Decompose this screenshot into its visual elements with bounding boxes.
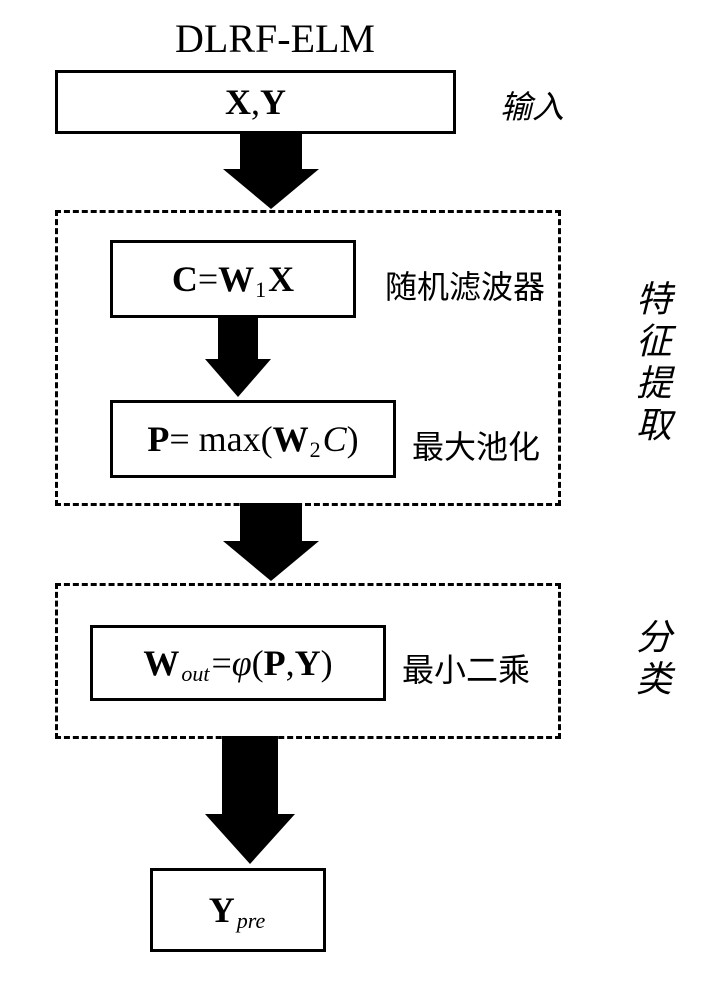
label-classification-vertical: 分类 <box>625 618 677 702</box>
label-random-filter: 随机滤波器 <box>385 262 545 308</box>
box-pool: P = max(W2C) <box>110 400 396 478</box>
label-max-pool: 最大池化 <box>412 422 540 468</box>
diagram-title: DLRF-ELM <box>175 15 375 62</box>
arrow-conv-to-pool <box>205 315 271 397</box>
label-least-squares: 最小二乘 <box>402 645 530 691</box>
label-input: 输入 <box>500 82 564 128</box>
box-input: X, Y <box>55 70 456 134</box>
arrow-feat-to-cls <box>223 503 319 581</box>
box-ypre: Ypre <box>150 868 326 952</box>
label-feature-extraction-vertical: 特征提取 <box>625 280 677 448</box>
arrow-cls-to-output <box>205 736 295 864</box>
diagram-canvas: DLRF-ELM X, Y 输入 C = W1X 随机滤波器 P = max(W… <box>0 0 721 1000</box>
formula-input: X, Y <box>225 81 286 123</box>
box-wout: Wout = φ(P, Y) <box>90 625 386 701</box>
arrow-input-to-feat <box>223 131 319 209</box>
formula-ypre: Ypre <box>209 889 268 931</box>
formula-pool: P = max(W2C) <box>147 418 358 460</box>
formula-conv: C = W1X <box>172 258 294 300</box>
formula-wout: Wout = φ(P, Y) <box>143 642 332 684</box>
box-conv: C = W1X <box>110 240 356 318</box>
